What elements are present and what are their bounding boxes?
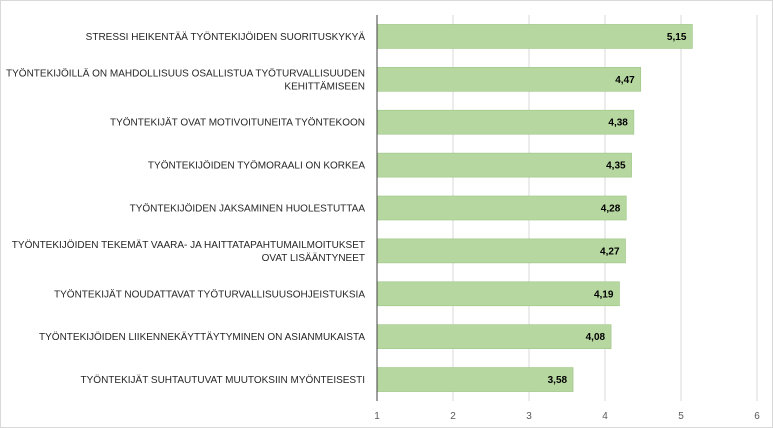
value-label-1: 5,15 (667, 32, 687, 43)
value-label-4: 4,35 (606, 161, 626, 172)
bars (376, 24, 693, 392)
bar-6 (376, 238, 626, 264)
tick-label-3: 3 (526, 411, 532, 422)
value-label-9: 3,58 (548, 375, 568, 386)
value-label-6: 4,27 (600, 246, 620, 257)
bar-5 (376, 195, 627, 221)
bar-1 (376, 24, 693, 49)
value-label-5: 4,28 (601, 204, 621, 215)
category-label-4: TYÖNTEKIJÖIDEN TYÖMORAALI ON KORKEA (148, 160, 365, 172)
value-label-3: 4,38 (608, 118, 628, 129)
value-axis-tick-labels: 1 2 3 4 5 6 (374, 411, 760, 422)
value-labels: 5,15 4,47 4,38 4,35 4,28 4,27 4,19 4,08 3,58 (548, 32, 687, 386)
tick-label-2: 2 (450, 411, 456, 422)
bar-2 (376, 67, 642, 92)
value-label-2: 4,47 (615, 75, 635, 86)
category-label-3: TYÖNTEKIJÄT OVAT MOTIVOITUNEITA TYÖNTEKO… (110, 117, 365, 129)
bar-3 (376, 109, 635, 135)
tick-label-4: 4 (602, 411, 608, 422)
tick-label-5: 5 (678, 411, 684, 422)
category-labels: STRESSI HEIKENTÄÄ TYÖNTEKIJÖIDEN SUORITU… (6, 31, 365, 386)
category-label-6: TYÖNTEKIJÖIDEN TEKEMÄT VAARA- JA HAITTAT… (12, 239, 365, 264)
category-label-7: TYÖNTEKIJÄT NOUDATTAVAT TYÖTURVALLISUUSO… (54, 288, 365, 300)
tick-label-6: 6 (754, 411, 760, 422)
bar-9 (376, 367, 574, 392)
bar-7 (376, 281, 620, 307)
category-label-1: STRESSI HEIKENTÄÄ TYÖNTEKIJÖIDEN SUORITU… (86, 31, 366, 43)
tick-label-1: 1 (374, 411, 380, 422)
bar-4 (376, 152, 632, 178)
category-label-9: TYÖNTEKIJÄT SUHTAUTUVAT MUUTOKSIIN MYÖNT… (81, 374, 365, 386)
category-label-5: TYÖNTEKIJÖIDEN JAKSAMINEN HUOLESTUTTAA (130, 203, 366, 215)
category-label-2: TYÖNTEKIJÖILLÄ ON MAHDOLLISUUS OSALLISTU… (6, 67, 365, 92)
value-label-8: 4,08 (586, 332, 606, 343)
bar-8 (376, 324, 612, 349)
value-label-7: 4,19 (594, 289, 614, 300)
category-label-8: TYÖNTEKIJÖIDEN LIIKENNEKÄYTTÄYTYMINEN ON… (39, 331, 365, 343)
